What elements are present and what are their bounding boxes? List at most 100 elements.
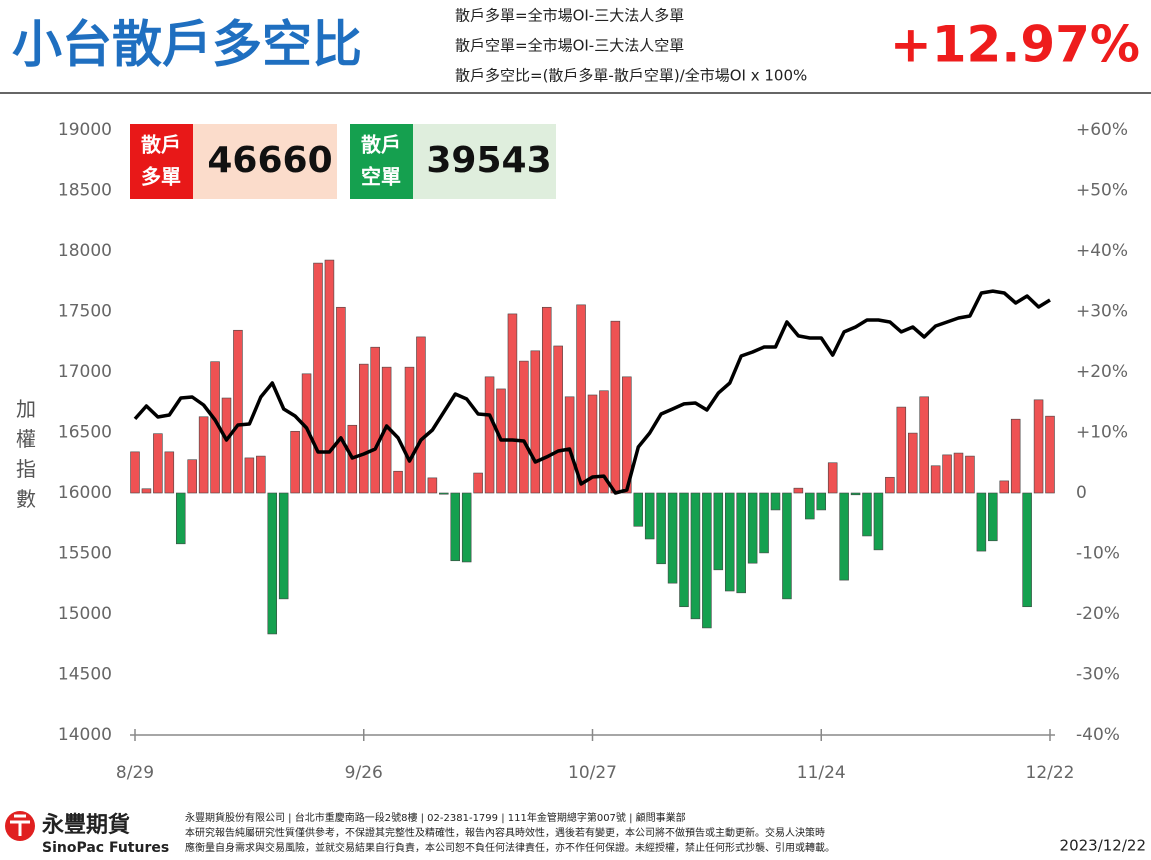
box-value: 46660 [207,140,332,181]
bar [141,488,152,494]
bar [679,492,689,608]
bar [724,492,735,592]
y2-tick-label: +10% [1076,423,1128,443]
box-label: 散戶 [141,133,181,157]
bar [965,455,975,494]
y-tick-label: 17000 [58,362,112,382]
bar [656,492,666,565]
bar [816,492,827,511]
line [133,289,1051,495]
x-tick-label: 11/24 [797,763,846,783]
bar [267,492,278,635]
bar [313,262,323,494]
bar [564,396,575,494]
bar [256,455,266,494]
y-tick-label: 19000 [58,120,112,140]
bar [896,406,907,494]
disclaimer: 應衡量自身需求與交易風險，並就交易結果自行負責，本公司恕不負任何法律責任，亦不作… [185,841,835,854]
y2-tick-label: +60% [1076,120,1128,140]
y-tick-label: 15500 [58,544,112,564]
bar [130,451,140,494]
bar [439,492,449,495]
box-value-bg [413,124,556,199]
bar [976,492,987,552]
definition: 散戶空單=全市場OI-三大法人空單 [455,37,684,55]
y-tick-label: 18500 [58,181,112,201]
bar [416,336,426,494]
bar [862,492,872,537]
bar [827,462,838,494]
bar [942,454,952,494]
y-tick-label: 18000 [58,241,112,261]
box-label-bg [130,124,193,199]
bar [404,366,415,494]
box-value: 39543 [426,140,551,181]
y2-tick-label: -10% [1076,544,1120,564]
bar [278,492,289,600]
bar [358,363,369,494]
bar [953,452,964,494]
box-label: 多單 [141,165,181,189]
x-tick-label: 9/26 [345,763,383,783]
box-label-bg [350,124,413,199]
bar [782,492,792,600]
brand-en: SinoPac Futures [42,840,169,856]
bar [839,492,849,581]
plot: 14000 14500 15000 15500 16000 16500 17000 17500… [16,120,1128,783]
bar [587,394,598,494]
bar [484,376,495,494]
bar [336,306,346,494]
y2-tick-label: 0 [1076,483,1087,503]
bar [175,492,186,545]
bar [713,492,724,571]
bar [999,480,1010,494]
bar [610,320,621,494]
bar [793,487,804,494]
bar [530,350,541,494]
y2-tick-label: -20% [1076,604,1120,624]
bar [153,433,163,494]
bar [461,492,472,563]
bar [759,492,769,554]
bar [644,492,655,540]
bar [233,329,243,494]
bar [290,430,300,494]
y-tick-label: 16500 [58,423,112,443]
bar [553,345,563,494]
bar [576,304,586,494]
bar [541,306,552,494]
box-label: 散戶 [361,133,401,157]
box-label: 空單 [361,165,401,189]
bar [988,492,998,542]
box-value-bg [193,124,337,199]
bar [370,346,380,494]
y-axis-label: 加權指數 [16,397,36,511]
bar [702,492,712,629]
bar [736,492,746,594]
y2-tick-label: +40% [1076,241,1128,261]
bar [690,492,701,620]
title: 小台散戶多空比 [12,16,362,74]
definition: 散戶多單=全市場OI-三大法人多單 [455,7,684,25]
y-tick-label: 15000 [58,604,112,624]
y2-tick-label: +20% [1076,362,1128,382]
brand: 永豐期貨 [42,812,130,838]
bar [1022,492,1032,608]
bar [519,360,529,494]
y-tick-label: 14000 [58,725,112,745]
bar [244,457,255,494]
bar [907,432,918,494]
disclaimer: 永豐期貨股份有限公司 | 台北市重慶南路一段2號8樓 | 02-2381-179… [185,811,686,824]
bar [622,376,632,494]
bar [393,470,403,494]
bar [805,492,815,520]
x-tick-label: 12/22 [1026,763,1075,783]
y2-tick-label: -40% [1076,725,1120,745]
ratio: +12.97% [890,16,1140,74]
x-tick-label: 10/27 [568,763,617,783]
bar [473,472,483,494]
y2-tick-label: -30% [1076,665,1120,685]
bar [599,390,609,494]
bar [1045,415,1055,494]
